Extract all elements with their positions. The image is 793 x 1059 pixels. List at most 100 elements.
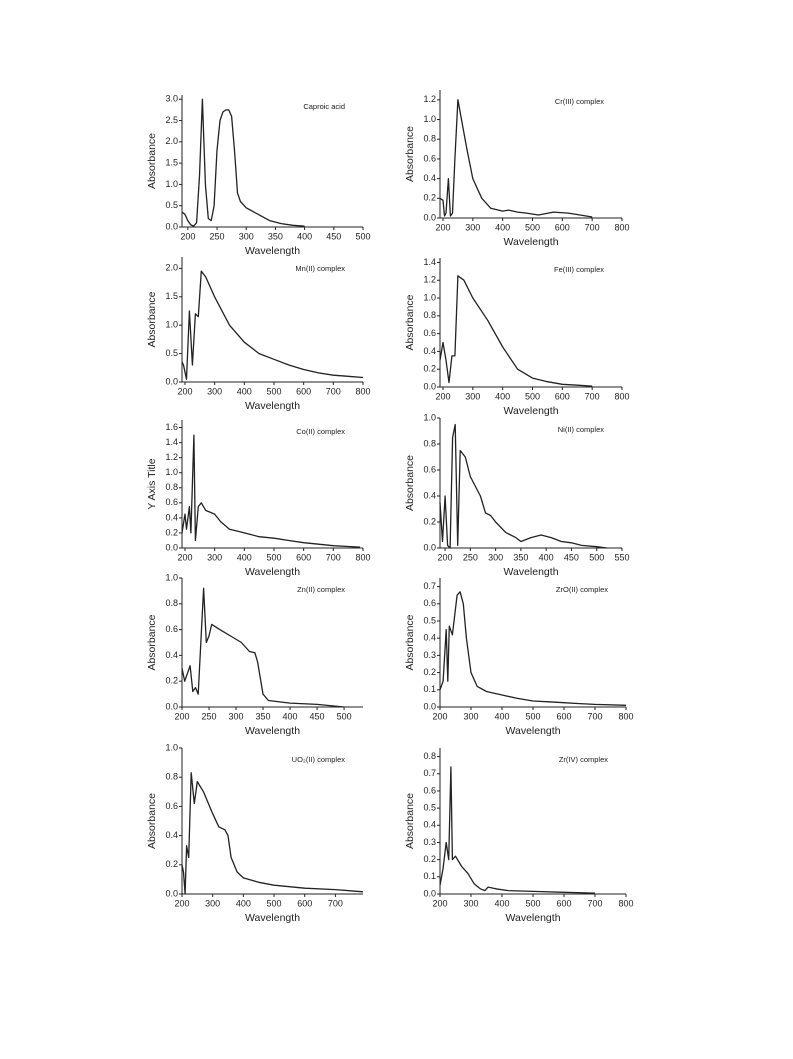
spectrum-line	[181, 587, 345, 708]
y-tick-label: 1.0	[423, 292, 436, 302]
x-tick-label: 550	[614, 552, 629, 562]
y-axis-label: Absorbance	[404, 455, 416, 511]
chart-title: Fe(III) complex	[554, 265, 604, 274]
y-tick-label: 1.5	[165, 158, 178, 168]
x-axis-label: Wavelength	[245, 245, 300, 257]
chart-title: UO₂(II) complex	[292, 755, 346, 764]
y-tick-label: 0.0	[165, 542, 178, 552]
x-axis-label: Wavelength	[505, 725, 560, 737]
y-tick-label: 0.4	[423, 173, 436, 183]
y-tick-label: 0.3	[423, 650, 436, 660]
x-tick-label: 600	[555, 391, 570, 401]
x-tick-label: 400	[283, 711, 298, 721]
x-tick-label: 300	[463, 711, 478, 721]
x-tick-label: 500	[525, 391, 540, 401]
y-tick-label: 0.8	[165, 598, 178, 608]
y-tick-label: 1.6	[165, 422, 178, 432]
y-tick-label: 1.2	[165, 452, 178, 462]
y-tick-label: 0.0	[165, 376, 178, 386]
x-tick-label: 300	[239, 231, 254, 241]
y-tick-label: 0.2	[165, 859, 178, 869]
x-axis-label: Wavelength	[503, 236, 558, 248]
x-tick-label: 500	[337, 711, 352, 721]
x-tick-label: 200	[435, 222, 450, 232]
y-tick-label: 0.2	[423, 854, 436, 864]
x-axis-label: Wavelength	[503, 405, 558, 417]
x-tick-label: 500	[525, 711, 540, 721]
y-axis-label: Absorbance	[146, 793, 158, 849]
x-tick-label: 500	[355, 231, 370, 241]
x-tick-label: 700	[585, 391, 600, 401]
y-tick-label: 0.8	[423, 751, 436, 761]
chart-title: Zn(II) complex	[297, 585, 345, 594]
x-tick-label: 700	[328, 898, 343, 908]
x-tick-label: 200	[435, 391, 450, 401]
x-tick-label: 400	[539, 552, 554, 562]
chart-title: Cr(III) complex	[555, 97, 604, 106]
x-tick-label: 600	[297, 898, 312, 908]
x-tick-label: 600	[555, 222, 570, 232]
y-tick-label: 0.6	[165, 801, 178, 811]
y-tick-label: 2.0	[165, 263, 178, 273]
y-tick-label: 0.4	[165, 512, 178, 522]
x-tick-label: 450	[564, 552, 579, 562]
x-tick-label: 300	[465, 222, 480, 232]
x-tick-label: 300	[207, 552, 222, 562]
spectrum-line	[439, 591, 627, 706]
x-tick-label: 700	[585, 222, 600, 232]
x-tick-label: 700	[587, 898, 602, 908]
x-tick-label: 600	[296, 386, 311, 396]
x-tick-label: 200	[177, 386, 192, 396]
x-tick-label: 450	[326, 231, 341, 241]
y-tick-label: 0.5	[423, 615, 436, 625]
chart-title: ZrO(II) complex	[556, 585, 608, 594]
x-tick-label: 350	[513, 552, 528, 562]
y-tick-label: 0.4	[423, 633, 436, 643]
x-tick-label: 500	[525, 222, 540, 232]
y-tick-label: 1.0	[423, 412, 436, 422]
y-tick-label: 0.6	[423, 153, 436, 163]
x-tick-label: 500	[589, 552, 604, 562]
spectrum-line	[439, 766, 596, 894]
chart-title: Ni(II) complex	[558, 425, 605, 434]
y-tick-label: 0.2	[423, 364, 436, 374]
y-axis-label: Absorbance	[146, 133, 158, 189]
y-tick-label: 0.0	[423, 212, 436, 222]
y-axis-label: Absorbance	[146, 291, 158, 347]
y-tick-label: 1.2	[423, 94, 436, 104]
y-tick-label: 1.2	[423, 275, 436, 285]
spectrum-line	[181, 772, 364, 895]
x-tick-label: 800	[355, 552, 370, 562]
y-axis-label: Absorbance	[404, 294, 416, 350]
y-axis-label: Absorbance	[404, 126, 416, 182]
chart-title: Mn(II) complex	[295, 264, 345, 273]
y-tick-label: 0.4	[423, 490, 436, 500]
y-axis-label: Absorbance	[404, 793, 416, 849]
x-tick-label: 350	[256, 711, 271, 721]
x-tick-label: 300	[205, 898, 220, 908]
y-axis-label: Absorbance	[404, 614, 416, 670]
spectrum-line	[181, 270, 364, 380]
y-tick-label: 0.8	[165, 772, 178, 782]
x-tick-label: 800	[614, 391, 629, 401]
y-tick-label: 1.0	[165, 572, 178, 582]
x-tick-label: 400	[236, 898, 251, 908]
y-tick-label: 0.2	[165, 527, 178, 537]
x-tick-label: 600	[556, 711, 571, 721]
y-tick-label: 1.0	[165, 742, 178, 752]
x-axis-label: Wavelength	[245, 725, 300, 737]
x-tick-label: 300	[229, 711, 244, 721]
x-tick-label: 700	[587, 711, 602, 721]
y-tick-label: 0.6	[423, 785, 436, 795]
x-tick-label: 200	[174, 711, 189, 721]
x-tick-label: 400	[494, 898, 509, 908]
x-tick-label: 500	[267, 898, 282, 908]
x-tick-label: 200	[438, 552, 453, 562]
y-tick-label: 0.2	[423, 667, 436, 677]
y-axis-label: Y Axis Title	[146, 458, 158, 509]
y-tick-label: 0.6	[423, 598, 436, 608]
x-tick-label: 800	[355, 386, 370, 396]
x-tick-label: 300	[488, 552, 503, 562]
y-tick-label: 0.6	[165, 497, 178, 507]
